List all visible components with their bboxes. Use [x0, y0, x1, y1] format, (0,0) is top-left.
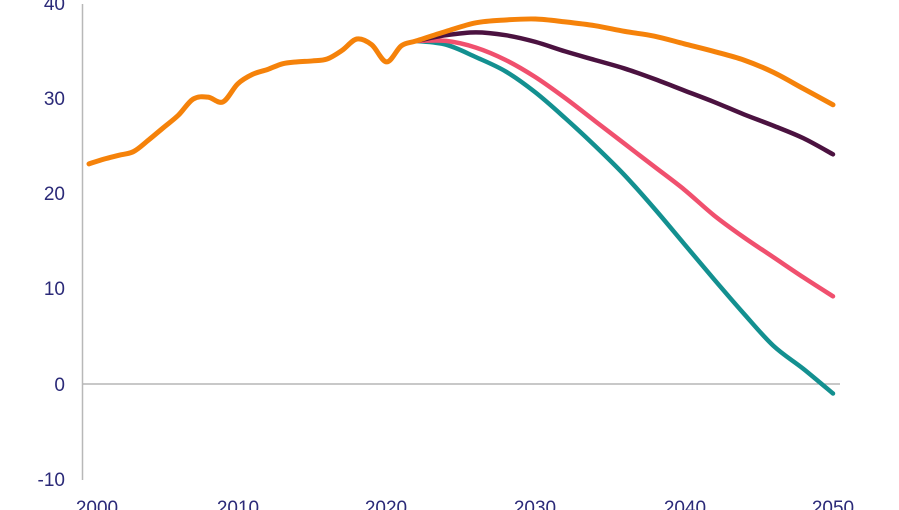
x-tick-label: 2050	[812, 498, 854, 510]
x-tick-label: 2010	[217, 498, 259, 510]
y-tick-label: 40	[44, 0, 65, 15]
y-tick-label: -10	[38, 470, 65, 491]
series-line-3	[86, 16, 836, 167]
series-line-1	[414, 38, 836, 299]
series-line-2	[414, 30, 836, 157]
x-tick-label: 2000	[76, 498, 118, 510]
x-tick-label: 2020	[365, 498, 407, 510]
y-tick-label: 0	[54, 375, 65, 396]
x-tick-label: 2040	[664, 498, 706, 510]
y-tick-label: 10	[44, 279, 65, 300]
x-tick-label: 2030	[514, 498, 556, 510]
y-tick-label: 30	[44, 89, 65, 110]
y-tick-label: 20	[44, 184, 65, 205]
series-line-0	[414, 38, 836, 396]
